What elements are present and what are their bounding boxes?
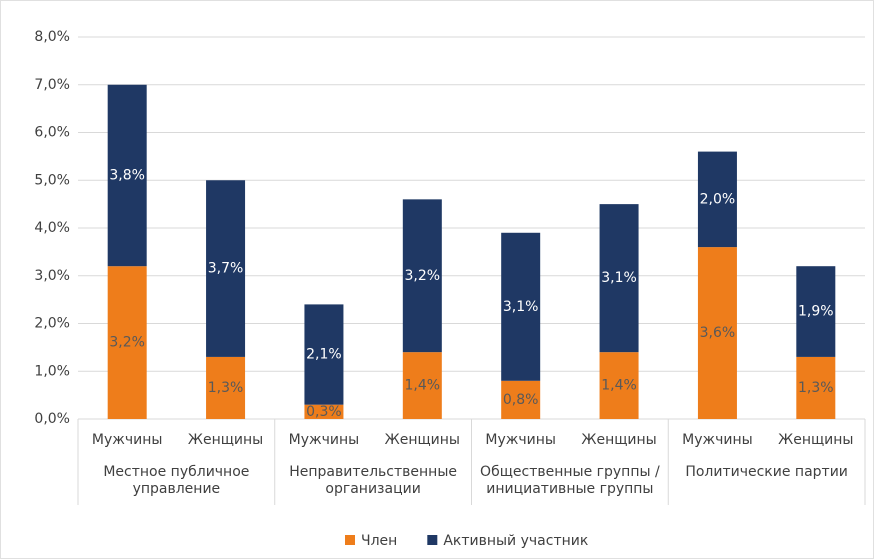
group-label: Местное публичное управление [103, 464, 250, 497]
bar-segment [501, 380, 541, 419]
legend-label: Активный участник [443, 533, 588, 549]
x-tick-label: Женщины [778, 432, 853, 448]
x-tick-label: Женщины [385, 432, 460, 448]
group-label: Неправительственные организации [289, 464, 458, 497]
x-tick-label: Мужчины [289, 432, 360, 448]
bar-segment [796, 266, 836, 357]
y-tick-label: 1,0% [34, 363, 70, 379]
data-label: 3,6% [700, 325, 736, 341]
x-tick-label: Мужчины [682, 432, 753, 448]
data-label: 3,1% [503, 299, 539, 315]
legend-swatch [345, 535, 355, 545]
bar-segment [501, 232, 541, 381]
y-tick-label: 6,0% [34, 125, 70, 141]
data-label: 0,3% [306, 404, 342, 420]
bar-segment [697, 151, 737, 248]
bar-segment [107, 266, 147, 419]
data-label: 1,4% [405, 378, 441, 394]
data-label: 1,4% [601, 378, 637, 394]
group-label: Политические партии [685, 464, 848, 480]
data-label: 3,8% [109, 167, 145, 183]
bar-segment [599, 352, 639, 419]
bar-segment [697, 247, 737, 419]
y-tick-label: 7,0% [34, 77, 70, 93]
y-tick-label: 8,0% [34, 29, 70, 45]
data-label: 3,7% [208, 261, 244, 277]
bar-segment [304, 304, 344, 405]
bar-segment [206, 356, 246, 419]
data-label: 3,2% [109, 335, 145, 351]
bar-segment [599, 204, 639, 353]
bar-segment [107, 84, 147, 267]
y-tick-label: 3,0% [34, 268, 70, 284]
y-tick-label: 5,0% [34, 172, 70, 188]
y-tick-label: 4,0% [34, 220, 70, 236]
legend-swatch [427, 535, 438, 545]
data-label: 1,3% [208, 380, 244, 396]
data-label: 3,1% [601, 270, 637, 286]
data-label: 2,1% [306, 347, 342, 363]
bar-segment [796, 356, 836, 419]
bar-segment [304, 404, 344, 419]
y-tick-label: 0,0% [34, 411, 70, 427]
x-tick-label: Мужчины [485, 432, 556, 448]
legend-label: Член [361, 533, 397, 549]
x-tick-label: Мужчины [92, 432, 163, 448]
x-tick-label: Женщины [188, 432, 263, 448]
bar-segment [402, 352, 442, 419]
data-label: 2,0% [700, 191, 736, 207]
data-label: 3,2% [405, 268, 441, 284]
x-tick-label: Женщины [581, 432, 656, 448]
data-label: 1,3% [798, 380, 834, 396]
group-label: Общественные группы / инициативные групп… [480, 464, 660, 497]
data-label: 1,9% [798, 304, 834, 320]
bar-segment [402, 199, 442, 353]
y-tick-label: 2,0% [34, 316, 70, 332]
data-label: 0,8% [503, 392, 539, 408]
bar-segment [206, 180, 246, 357]
